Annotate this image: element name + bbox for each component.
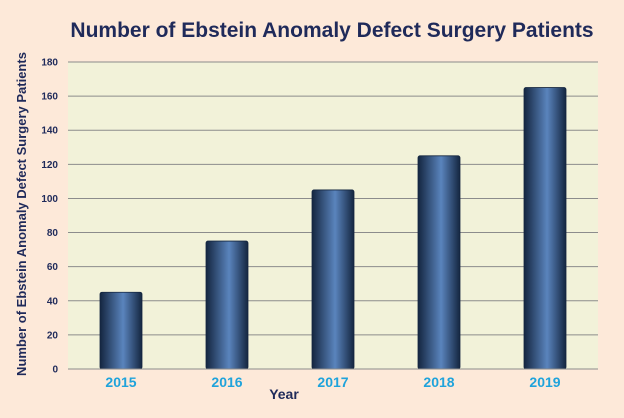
- bar-2015: [99, 291, 143, 370]
- y-tick-label: 0: [52, 365, 58, 376]
- chart-title: Number of Ebstein Anomaly Defect Surgery…: [70, 19, 593, 42]
- y-tick-label: 160: [41, 92, 58, 103]
- x-tick-labels: 2015 2016 2017 2018 2019: [105, 374, 560, 390]
- y-tick-label: 140: [41, 126, 58, 137]
- x-tick-label: 2018: [423, 374, 454, 390]
- y-tick-label: 40: [47, 296, 59, 307]
- y-tick-label: 100: [41, 194, 58, 205]
- y-tick-labels: 0 20 40 60 80 100 120 140 160 180: [41, 58, 58, 376]
- bar-2017: [311, 189, 355, 370]
- y-tick-label: 80: [47, 228, 59, 239]
- bar-2016: [205, 240, 249, 370]
- x-tick-label: 2015: [105, 374, 136, 390]
- x-axis-label: Year: [269, 386, 299, 402]
- y-tick-label: 180: [41, 58, 58, 69]
- x-tick-label: 2017: [317, 374, 348, 390]
- y-axis-label: Number of Ebstein Anomaly Defect Surgery…: [14, 52, 29, 376]
- y-tick-label: 120: [41, 160, 58, 171]
- bar-2019: [523, 87, 567, 370]
- y-tick-label: 60: [47, 262, 59, 273]
- bars: [99, 87, 567, 370]
- x-tick-label: 2019: [529, 374, 560, 390]
- y-tick-label: 20: [47, 330, 59, 341]
- x-tick-label: 2016: [211, 374, 242, 390]
- bar-2018: [417, 155, 461, 370]
